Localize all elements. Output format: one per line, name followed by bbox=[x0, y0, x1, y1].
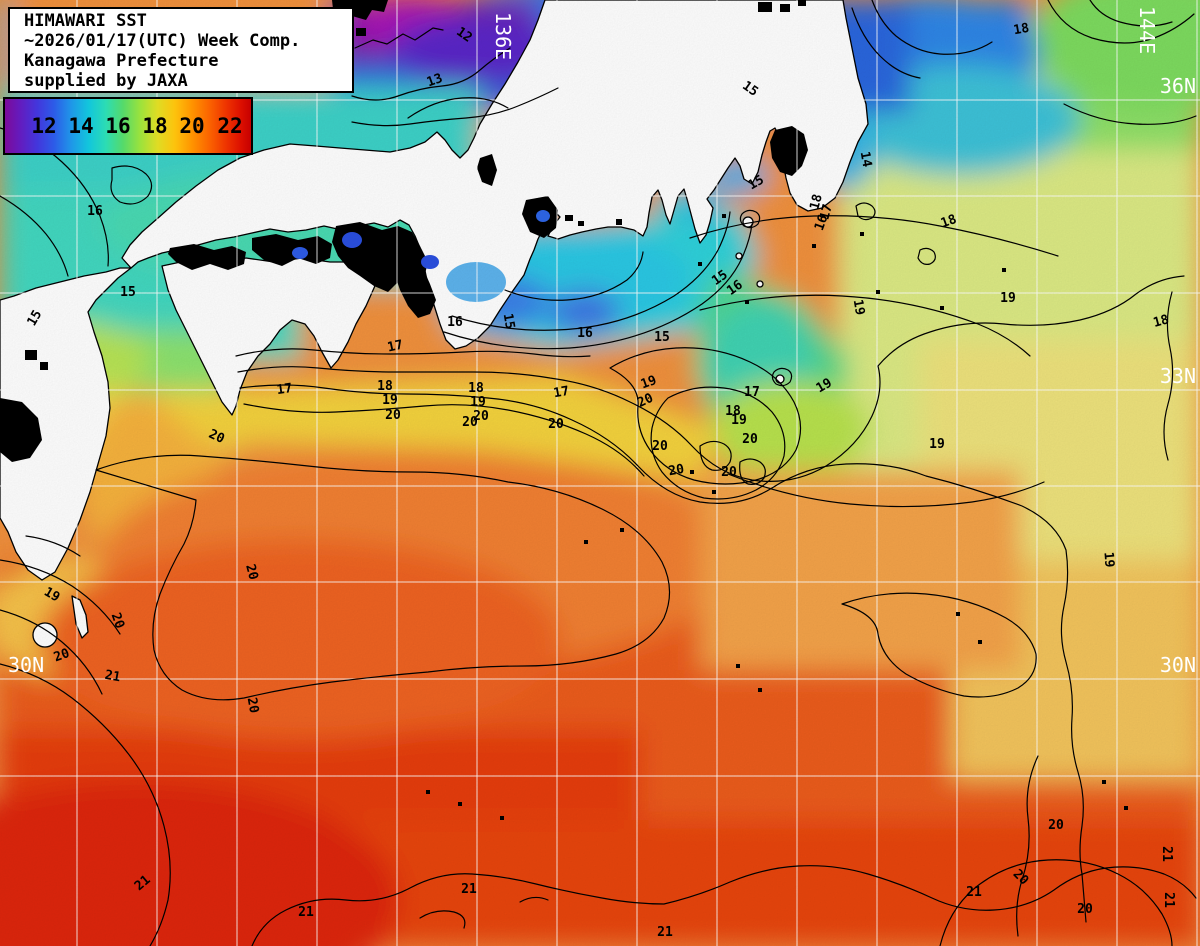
contour-temperature-label: 18 bbox=[725, 404, 741, 419]
title-line-date: ~2026/01/17(UTC) Week Comp. bbox=[24, 31, 301, 51]
contour-temperature-label: 19 bbox=[41, 585, 62, 606]
contour-temperature-label: 20 bbox=[473, 409, 489, 424]
contour-temperature-label: 16 bbox=[724, 277, 746, 298]
contour-temperature-label: 19 bbox=[1000, 291, 1016, 306]
contour-temperature-label: 20 bbox=[385, 408, 401, 423]
contour-temperature-label: 20 bbox=[1048, 818, 1064, 833]
contour-temperature-label: 21 bbox=[966, 885, 982, 900]
contour-temperature-label: 21 bbox=[104, 668, 122, 686]
contour-temperature-label: 17 bbox=[817, 203, 836, 222]
contour-temperature-label: 18 bbox=[1152, 312, 1171, 331]
latitude-label: 30N bbox=[1160, 653, 1196, 677]
contour-temperature-label: 20 bbox=[244, 696, 262, 714]
contour-temperature-label: 20 bbox=[242, 563, 261, 582]
colorbar-tick-22: 22 bbox=[217, 114, 243, 138]
contour-temperature-label: 21 bbox=[461, 882, 477, 897]
temperature-colorbar: 12 14 16 18 20 22 bbox=[3, 97, 253, 155]
contour-temperature-label: 15 bbox=[746, 173, 767, 194]
title-line-product: HIMAWARI SST bbox=[24, 11, 147, 31]
contour-temperature-label: 15 bbox=[120, 285, 136, 300]
contour-temperature-label: 21 bbox=[1159, 846, 1174, 862]
contour-temperature-label: 20 bbox=[52, 646, 72, 666]
contour-temperature-label: 20 bbox=[652, 439, 668, 454]
contour-temperature-label: 13 bbox=[425, 71, 445, 90]
contour-temperature-label: 15 bbox=[709, 267, 730, 288]
contour-temperature-label: 19 bbox=[639, 373, 659, 392]
colorbar-tick-20: 20 bbox=[179, 114, 205, 138]
contour-temperature-label: 18 bbox=[377, 379, 393, 394]
contour-temperature-label: 17 bbox=[744, 385, 760, 400]
colorbar-tick-16: 16 bbox=[105, 114, 131, 138]
contour-temperature-label: 20 bbox=[108, 611, 128, 631]
contour-temperature-label: 18 bbox=[939, 212, 959, 232]
colorbar-tick-14: 14 bbox=[68, 114, 94, 138]
contour-temperature-label: 19 bbox=[850, 298, 867, 316]
contour-temperature-label: 20 bbox=[635, 391, 656, 411]
latitude-label: 33N bbox=[1160, 364, 1196, 388]
contour-temperature-label: 19 bbox=[929, 437, 945, 452]
contour-temperature-label: 16 bbox=[447, 315, 463, 330]
contour-temperature-label: 15 bbox=[654, 330, 670, 345]
contour-temperature-label: 17 bbox=[552, 384, 570, 401]
contour-temperature-label: 19 bbox=[814, 376, 835, 397]
contour-temperature-label: 20 bbox=[206, 427, 227, 447]
contour-temperature-label: 21 bbox=[298, 905, 314, 920]
title-box: HIMAWARI SST ~2026/01/17(UTC) Week Comp.… bbox=[8, 7, 354, 93]
contour-temperature-label: 20 bbox=[742, 432, 758, 447]
contour-temperature-label: 16 bbox=[812, 213, 832, 233]
longitude-label: 144E bbox=[1135, 6, 1159, 54]
contour-temperature-label: 15 bbox=[500, 312, 517, 330]
contour-temperature-label: 15 bbox=[739, 78, 760, 99]
colorbar-tick-labels: 12 14 16 18 20 22 bbox=[5, 99, 251, 153]
colorbar-tick-12: 12 bbox=[31, 114, 57, 138]
contour-temperature-label: 18 bbox=[468, 381, 484, 396]
contour-temperature-label: 21 bbox=[1161, 892, 1176, 908]
latlon-labels: 36N 33N 30N 30N 136E 144E bbox=[8, 6, 1196, 677]
contour-temperature-label: 17 bbox=[386, 338, 404, 356]
contour-temperature-label: 16 bbox=[87, 204, 103, 219]
contour-temperature-label: 19 bbox=[731, 413, 747, 428]
contour-temperature-label: 18 bbox=[1012, 21, 1030, 39]
contour-temperature-label: 21 bbox=[657, 925, 673, 940]
colorbar-tick-18: 18 bbox=[142, 114, 168, 138]
title-line-source: supplied by JAXA bbox=[24, 71, 188, 91]
latitude-label: 30N bbox=[8, 653, 44, 677]
longitude-label: 136E bbox=[491, 12, 515, 60]
contour-temperature-label: 14 bbox=[857, 150, 875, 168]
contour-temperature-label: 18 bbox=[807, 192, 826, 211]
contour-temperature-label: 20 bbox=[1077, 902, 1093, 917]
contour-temperature-label: 20 bbox=[462, 415, 478, 430]
title-line-region: Kanagawa Prefecture bbox=[24, 51, 219, 71]
contour-temperature-label: 15 bbox=[25, 308, 46, 329]
contour-temperature-label: 12 bbox=[453, 24, 474, 45]
contour-temperature-label: 20 bbox=[721, 465, 737, 480]
contour-temperature-label: 20 bbox=[548, 417, 564, 432]
contour-temperature-label: 19 bbox=[470, 395, 486, 410]
latitude-label: 36N bbox=[1160, 74, 1196, 98]
contour-temperature-label: 17 bbox=[276, 381, 294, 398]
contour-temperature-label: 16 bbox=[577, 326, 593, 341]
contour-temperature-label: 19 bbox=[382, 393, 398, 408]
contour-temperature-label: 19 bbox=[1100, 551, 1116, 568]
contour-temperature-label: 20 bbox=[667, 462, 685, 480]
